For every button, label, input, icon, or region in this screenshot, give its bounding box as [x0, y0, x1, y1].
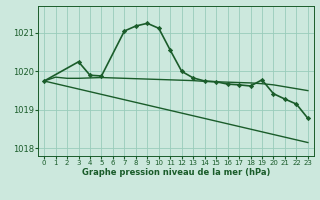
X-axis label: Graphe pression niveau de la mer (hPa): Graphe pression niveau de la mer (hPa): [82, 168, 270, 177]
